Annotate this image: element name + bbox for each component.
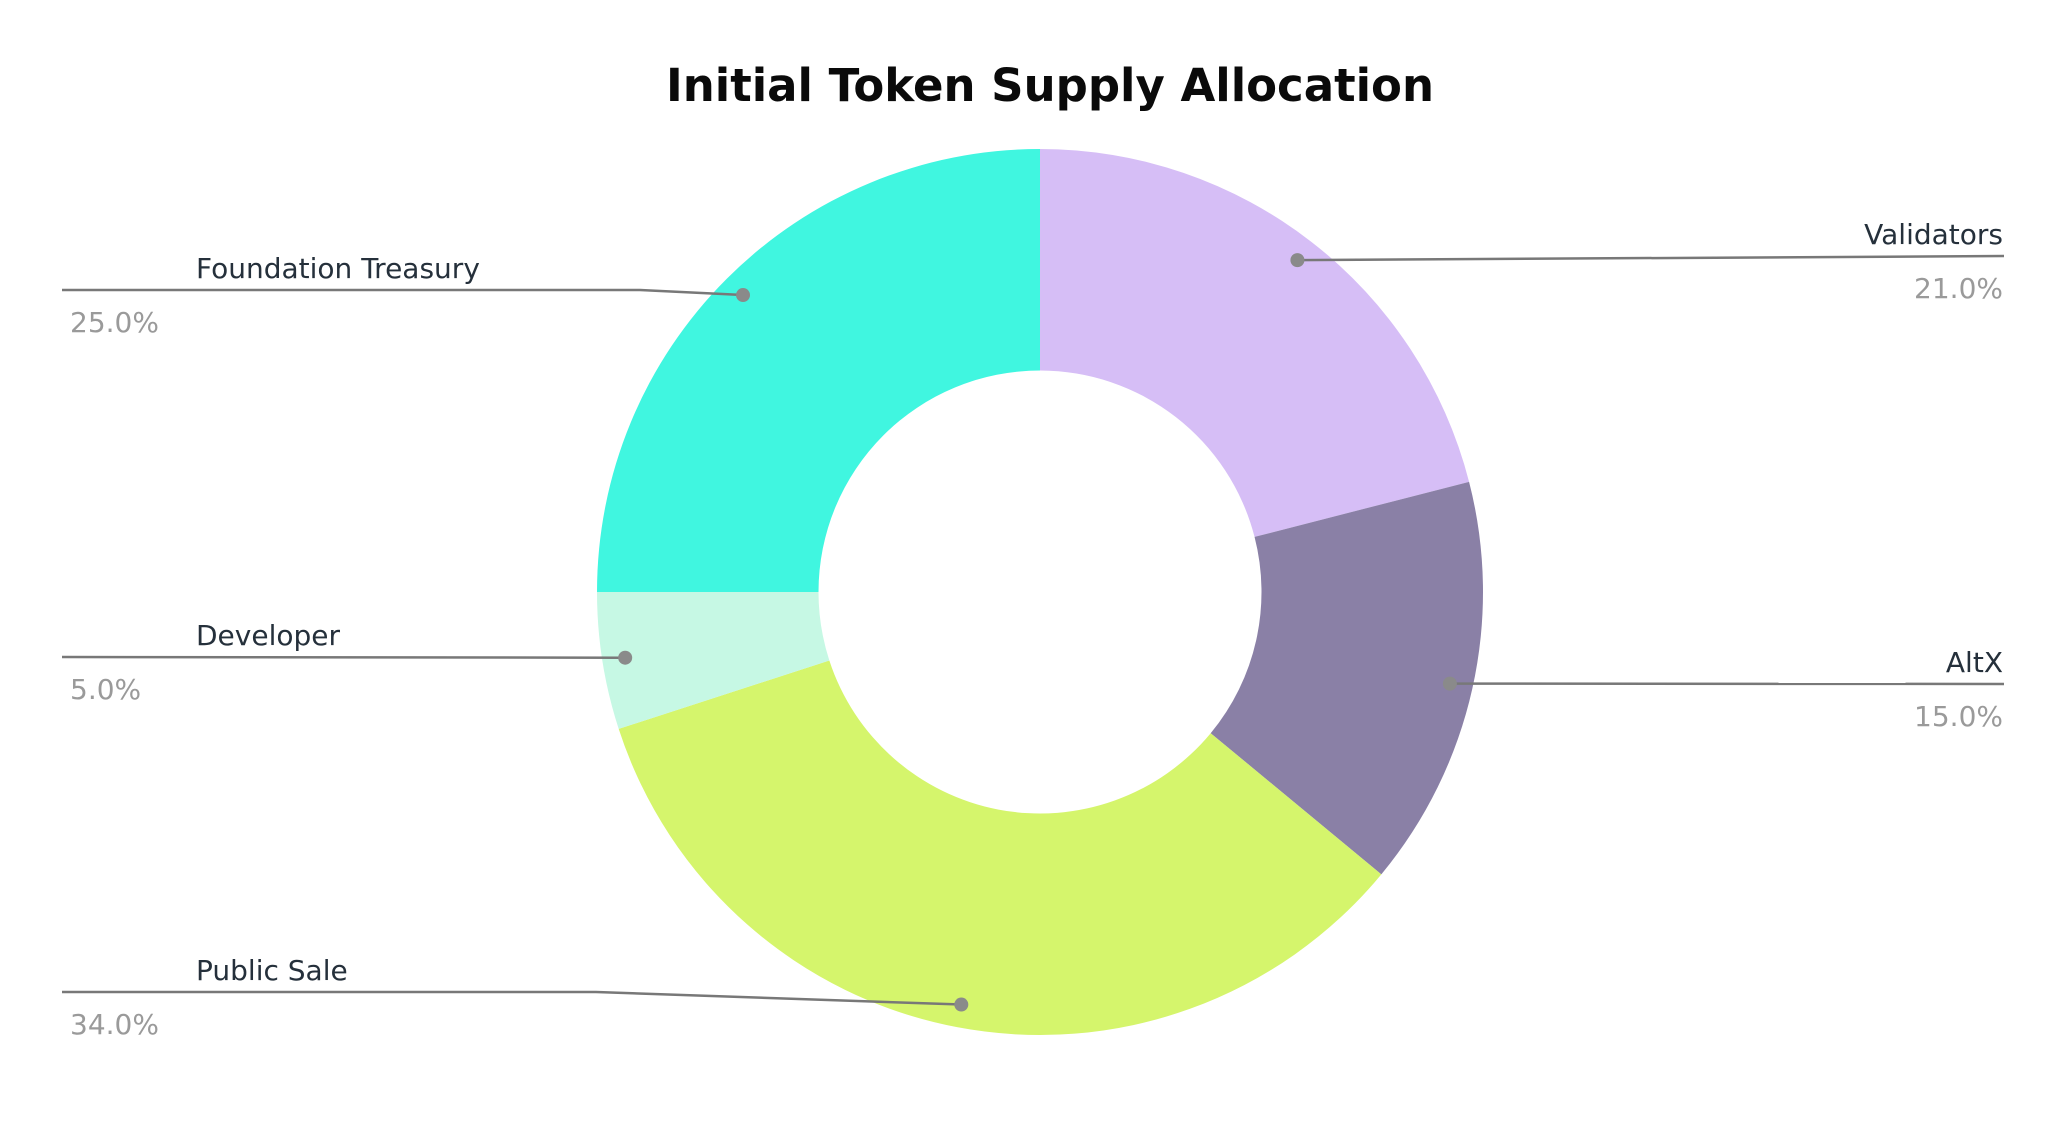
slice-labels: Validators 21.0% AltX 15.0% Public Sale 34.0%… xyxy=(70,218,2003,1041)
pie-slice-validators[interactable] xyxy=(1040,149,1470,537)
leader-line-validators xyxy=(1297,254,2005,262)
pie-slice-public-sale[interactable] xyxy=(618,660,1382,1035)
pie-slice-altx[interactable] xyxy=(1210,481,1483,875)
slice-percent-label-altx: 15.0% xyxy=(1914,700,2003,733)
pie-slice-developer[interactable] xyxy=(597,592,830,729)
donut-slices xyxy=(597,149,1483,1035)
leader-lines xyxy=(61,253,2005,1012)
slice-name-label-developer: Developer xyxy=(196,619,340,652)
pie-slice-foundation-treasury[interactable] xyxy=(597,149,1040,592)
chart-title: Initial Token Supply Allocation xyxy=(666,59,1434,112)
slice-percent-label-foundation-treasury: 25.0% xyxy=(70,306,159,339)
leader-dot-public-sale xyxy=(954,997,969,1012)
leader-line-public-sale xyxy=(62,990,962,1006)
slice-percent-label-validators: 21.0% xyxy=(1914,272,2003,305)
leader-dot-validators xyxy=(1290,253,1305,268)
slice-percent-label-developer: 5.0% xyxy=(70,673,141,706)
leader-dot-altx xyxy=(1442,676,1457,691)
slice-name-label-altx: AltX xyxy=(1946,646,2003,679)
slice-name-label-validators: Validators xyxy=(1864,218,2003,251)
slice-name-label-public-sale: Public Sale xyxy=(196,954,348,987)
leader-line-developer xyxy=(61,655,626,659)
leader-dot-foundation-treasury xyxy=(736,288,751,303)
slice-percent-label-public-sale: 34.0% xyxy=(70,1008,159,1041)
leader-dot-developer xyxy=(618,650,633,665)
leader-line-foundation-treasury xyxy=(62,288,744,297)
slice-name-label-foundation-treasury: Foundation Treasury xyxy=(196,252,480,285)
